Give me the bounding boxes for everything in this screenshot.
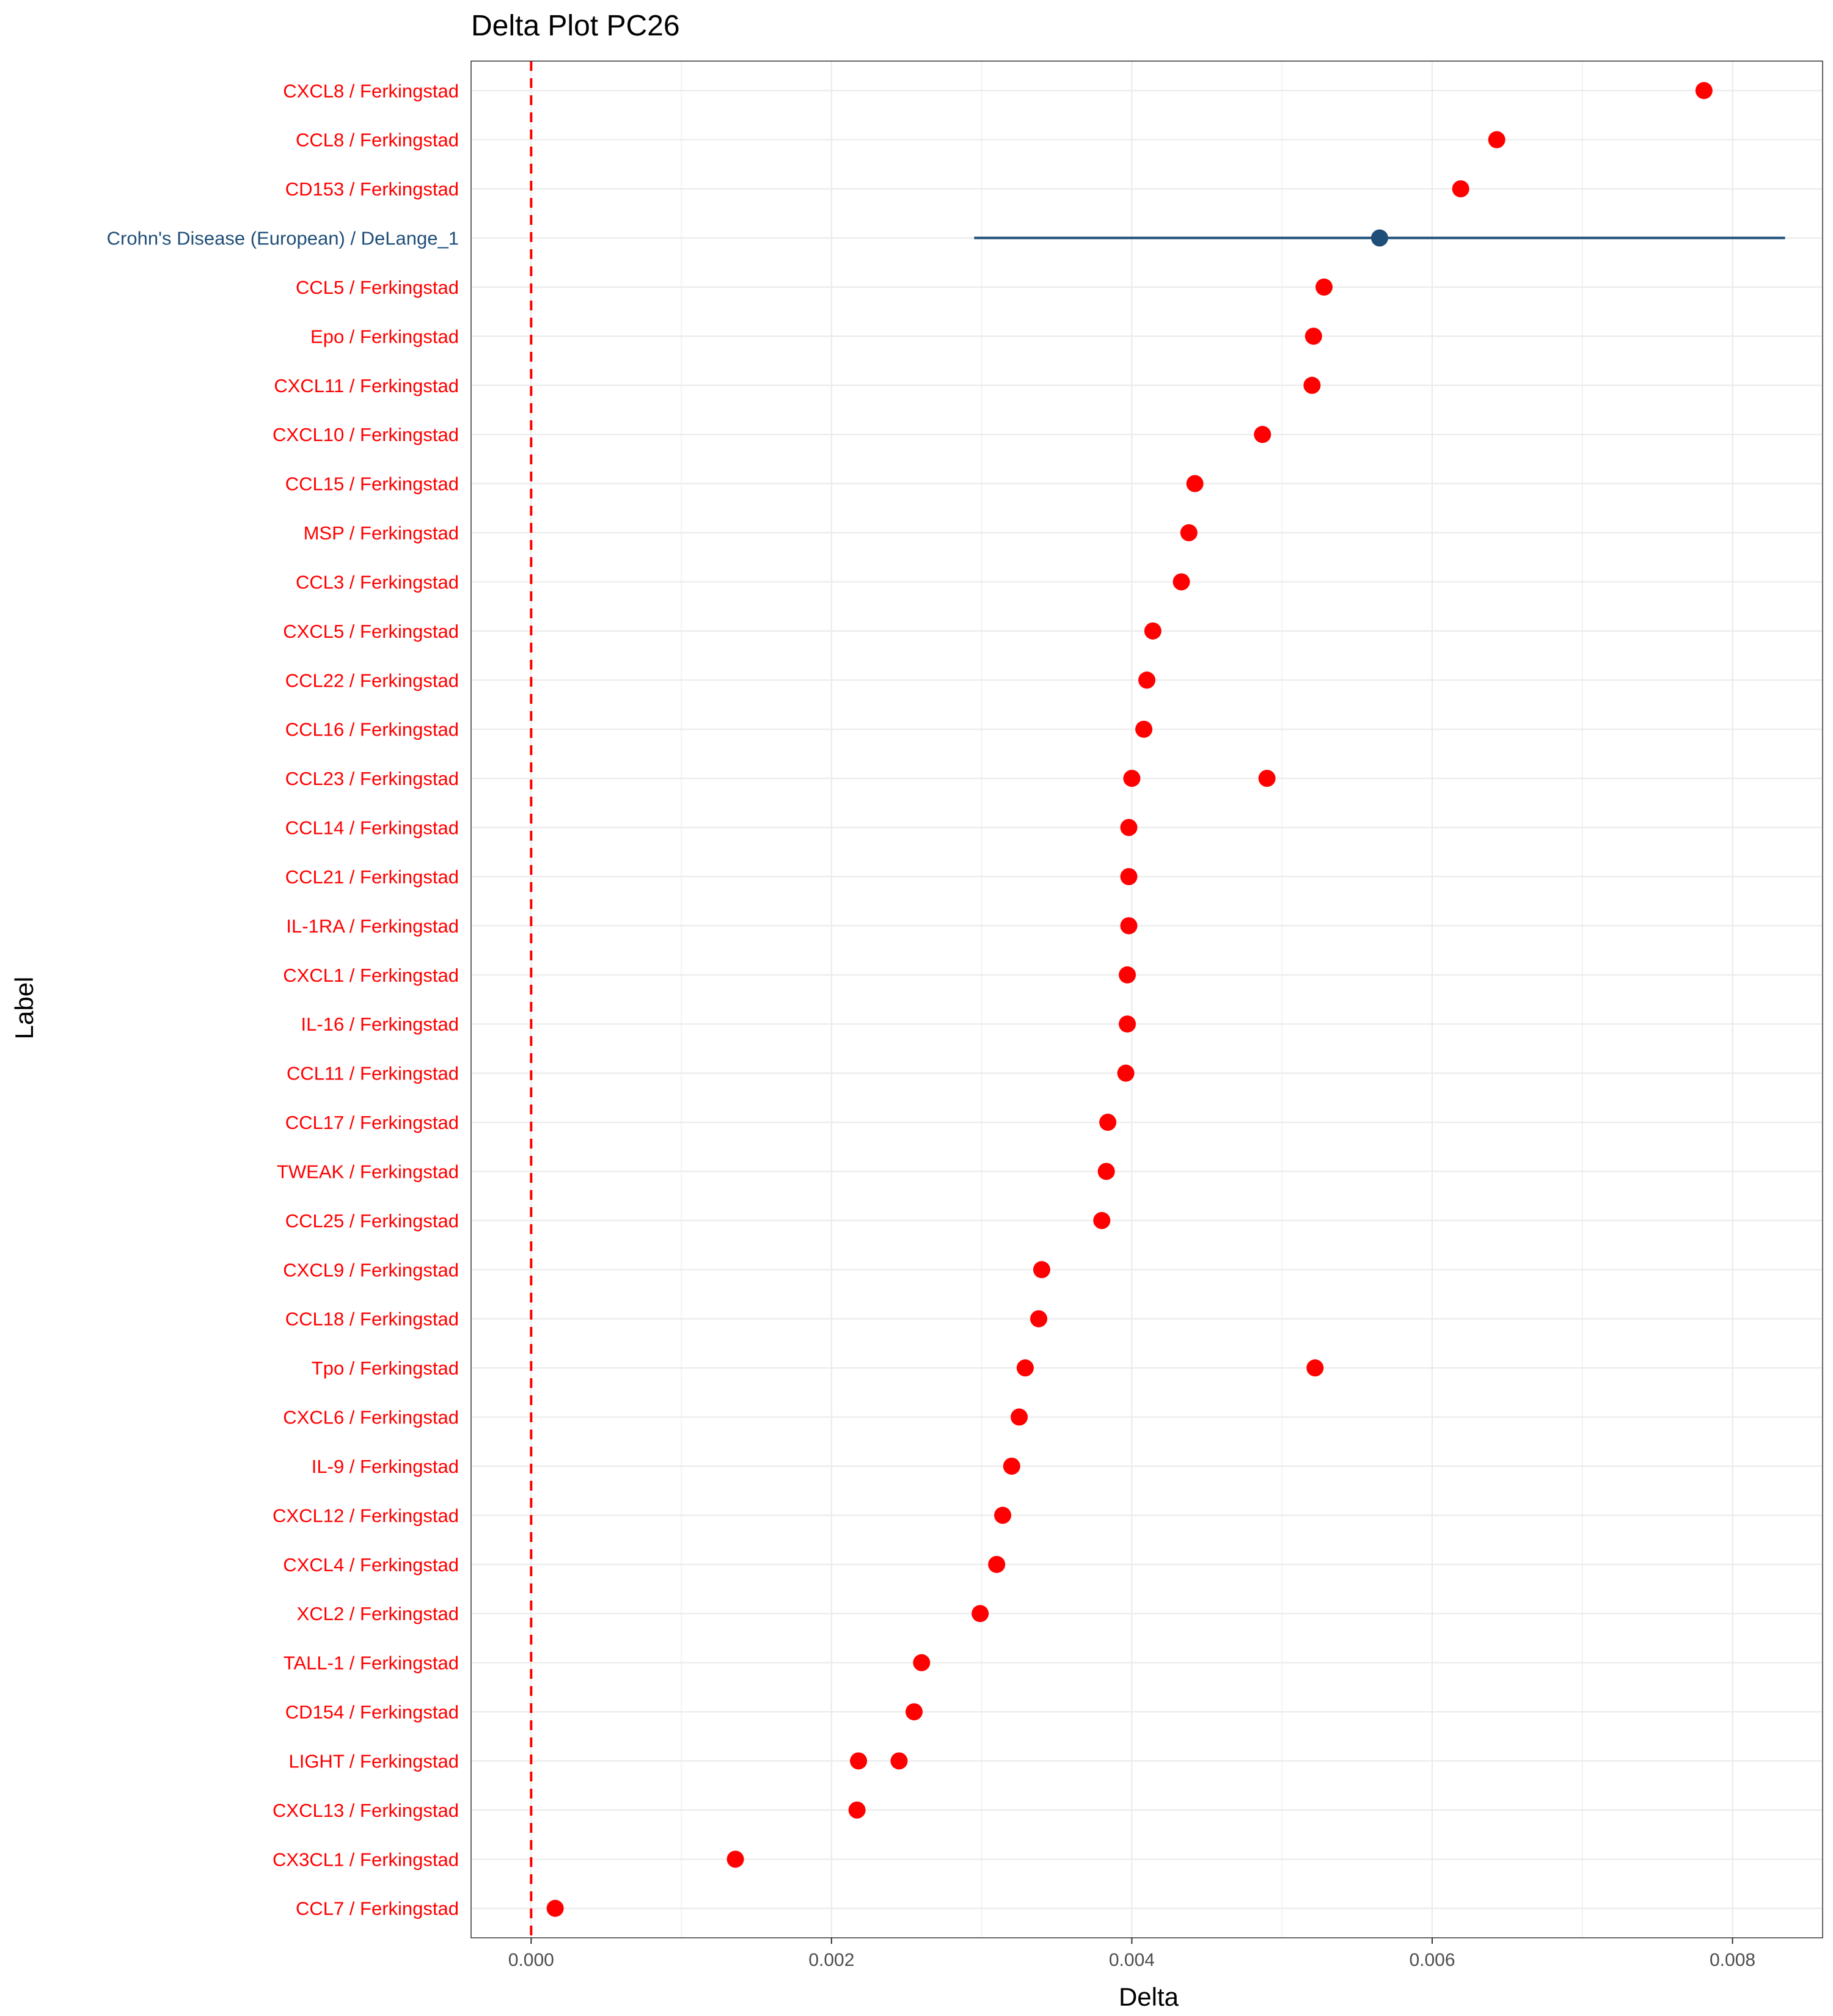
data-point bbox=[1003, 1457, 1020, 1475]
y-tick-label: CXCL1 / Ferkingstad bbox=[283, 965, 459, 986]
data-point bbox=[850, 1752, 868, 1770]
y-tick-label: TALL-1 / Ferkingstad bbox=[284, 1653, 459, 1674]
data-point bbox=[1119, 966, 1136, 984]
data-point bbox=[1254, 426, 1271, 444]
y-tick-label: IL-16 / Ferkingstad bbox=[301, 1013, 459, 1035]
data-point bbox=[1488, 131, 1506, 148]
x-tick-label: 0.008 bbox=[1710, 1950, 1755, 1970]
data-point bbox=[1180, 524, 1198, 542]
data-point bbox=[890, 1752, 908, 1770]
data-point bbox=[1030, 1310, 1048, 1328]
x-axis-tick-labels: 0.000 0.002 0.004 0.006 0.008 bbox=[508, 1938, 1755, 1970]
y-tick-label: CCL11 / Ferkingstad bbox=[287, 1063, 459, 1084]
y-axis-title: Label bbox=[10, 977, 38, 1040]
data-point bbox=[1173, 573, 1190, 591]
y-tick-label: CXCL11 / Ferkingstad bbox=[274, 375, 459, 396]
x-tick-label: 0.006 bbox=[1409, 1950, 1455, 1970]
y-tick-label: IL-9 / Ferkingstad bbox=[312, 1456, 459, 1477]
data-point bbox=[971, 1605, 989, 1623]
data-marks-layer bbox=[546, 82, 1785, 1917]
y-tick-label: TWEAK / Ferkingstad bbox=[277, 1161, 459, 1182]
data-point bbox=[1370, 229, 1388, 247]
data-point bbox=[1011, 1408, 1028, 1426]
data-point bbox=[1304, 327, 1322, 345]
data-point bbox=[1016, 1359, 1034, 1377]
y-tick-label: Crohn's Disease (European) / DeLange_1 bbox=[107, 228, 459, 249]
x-tick-label: 0.000 bbox=[508, 1950, 554, 1970]
y-tick-label: XCL2 / Ferkingstad bbox=[297, 1603, 459, 1624]
y-tick-label: LIGHT / Ferkingstad bbox=[288, 1750, 459, 1772]
y-tick-label: CCL25 / Ferkingstad bbox=[285, 1210, 459, 1232]
data-point bbox=[1033, 1261, 1050, 1279]
y-tick-label: CD153 / Ferkingstad bbox=[285, 178, 459, 200]
y-tick-label: CCL5 / Ferkingstad bbox=[296, 277, 459, 298]
y-tick-label: CXCL8 / Ferkingstad bbox=[283, 80, 459, 101]
panel-border bbox=[470, 60, 1823, 1938]
y-tick-label: Tpo / Ferkingstad bbox=[312, 1357, 459, 1379]
y-tick-label: CXCL5 / Ferkingstad bbox=[283, 621, 459, 642]
y-tick-label: IL-1RA / Ferkingstad bbox=[286, 915, 459, 937]
y-tick-label: CCL22 / Ferkingstad bbox=[285, 670, 459, 691]
data-point bbox=[1099, 1114, 1117, 1131]
y-tick-label: CCL7 / Ferkingstad bbox=[296, 1898, 459, 1919]
x-axis-title: Delta bbox=[1119, 1982, 1179, 2011]
chart-title: Delta Plot PC26 bbox=[471, 10, 680, 42]
data-point bbox=[1186, 475, 1204, 492]
y-tick-label: CCL16 / Ferkingstad bbox=[285, 719, 459, 740]
data-point bbox=[1097, 1163, 1115, 1180]
data-point bbox=[913, 1654, 931, 1671]
data-point bbox=[1119, 1015, 1136, 1033]
data-point bbox=[906, 1703, 923, 1721]
y-tick-label: MSP / Ferkingstad bbox=[304, 522, 459, 544]
data-point bbox=[1315, 278, 1333, 296]
data-point bbox=[1138, 671, 1155, 689]
data-point bbox=[1120, 819, 1138, 836]
y-tick-label: CXCL10 / Ferkingstad bbox=[273, 424, 459, 445]
y-tick-label: CXCL12 / Ferkingstad bbox=[273, 1505, 459, 1526]
y-tick-label: CXCL6 / Ferkingstad bbox=[283, 1407, 459, 1428]
y-axis-tick-labels: CXCL8 / Ferkingstad CCL8 / Ferkingstad CD1… bbox=[107, 80, 459, 1919]
x-tick-label: 0.002 bbox=[808, 1950, 854, 1970]
y-tick-label: CCL21 / Ferkingstad bbox=[285, 866, 459, 888]
y-tick-label: CXCL13 / Ferkingstad bbox=[273, 1800, 459, 1821]
y-tick-label: Epo / Ferkingstad bbox=[310, 326, 459, 347]
y-tick-label: CCL18 / Ferkingstad bbox=[285, 1309, 459, 1330]
y-tick-label: CCL14 / Ferkingstad bbox=[285, 817, 459, 839]
data-point bbox=[848, 1801, 866, 1819]
data-point bbox=[994, 1507, 1012, 1524]
data-point bbox=[1120, 867, 1138, 885]
data-point bbox=[546, 1899, 564, 1917]
data-point bbox=[1144, 622, 1162, 640]
data-point bbox=[1117, 1064, 1135, 1082]
data-point bbox=[1306, 1359, 1324, 1377]
data-point bbox=[1135, 720, 1153, 738]
data-point bbox=[726, 1850, 744, 1868]
data-point bbox=[1258, 770, 1276, 787]
data-point bbox=[1452, 180, 1469, 198]
data-point bbox=[1123, 770, 1141, 787]
y-tick-label: CCL17 / Ferkingstad bbox=[285, 1112, 459, 1133]
y-tick-label: CCL23 / Ferkingstad bbox=[285, 768, 459, 789]
data-point bbox=[1093, 1211, 1111, 1229]
x-tick-label: 0.004 bbox=[1109, 1950, 1155, 1970]
y-tick-label: CXCL4 / Ferkingstad bbox=[283, 1554, 459, 1576]
y-tick-label: CCL3 / Ferkingstad bbox=[296, 571, 459, 593]
y-tick-label: CCL15 / Ferkingstad bbox=[285, 473, 459, 495]
data-point bbox=[988, 1555, 1006, 1573]
y-tick-label: CXCL9 / Ferkingstad bbox=[283, 1259, 459, 1280]
data-point bbox=[1303, 376, 1321, 394]
y-tick-label: CD154 / Ferkingstad bbox=[285, 1701, 459, 1723]
y-tick-label: CX3CL1 / Ferkingstad bbox=[273, 1849, 459, 1870]
data-point bbox=[1695, 82, 1713, 100]
y-tick-label: CCL8 / Ferkingstad bbox=[296, 130, 459, 151]
data-point bbox=[1120, 917, 1138, 935]
